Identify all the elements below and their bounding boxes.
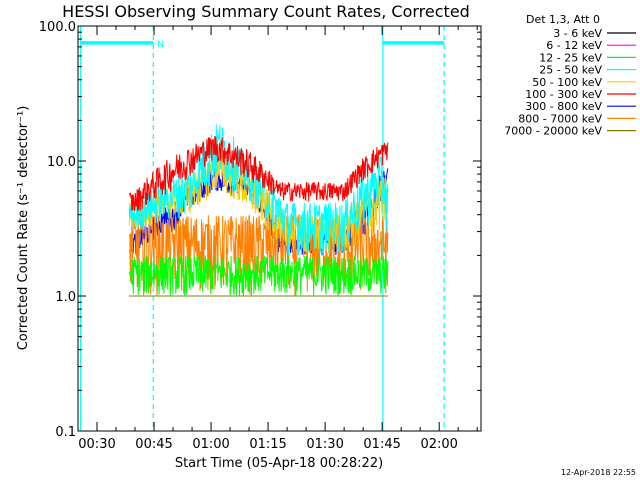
legend-label: 12 - 25 keV: [539, 51, 602, 64]
x-tick-label: 01:30: [306, 437, 343, 452]
x-tick-label: 00:45: [135, 437, 172, 452]
timestamp-label: 12-Apr-2018 22:55: [561, 468, 636, 477]
x-tick-label: 00:30: [78, 437, 115, 452]
indicator-bar-label: N: [157, 40, 164, 50]
x-axis-label: Start Time (05-Apr-18 00:28:22): [175, 456, 383, 471]
x-tick-label: 02:00: [420, 437, 457, 452]
plot-area: N: [80, 26, 445, 431]
y-tick-label: 1.0: [55, 290, 76, 305]
y-tick-label: 10.0: [47, 155, 76, 170]
legend-label: 100 - 300 keV: [525, 88, 602, 101]
x-tick-label: 01:15: [249, 437, 286, 452]
y-tick-label: 100.0: [39, 20, 76, 35]
x-tick-label: 01:00: [192, 437, 229, 452]
x-tick-label: 01:45: [363, 437, 400, 452]
series-trace: [128, 255, 389, 296]
plot-frame: [77, 25, 482, 432]
series-trace: [128, 135, 389, 212]
chart-title: HESSI Observing Summary Count Rates, Cor…: [62, 2, 470, 21]
legend-label: 50 - 100 keV: [532, 76, 602, 89]
legend-label: 800 - 7000 keV: [518, 112, 602, 125]
legend-title: Det 1,3, Att 0: [526, 13, 600, 26]
legend-label: 3 - 6 keV: [553, 27, 602, 40]
legend-label: 25 - 50 keV: [539, 64, 602, 77]
y-axis-label: Corrected Count Rate (s⁻¹ detector⁻¹): [16, 106, 31, 351]
axes: 0.1 1.0 10.0 100.0 00:30 00:45 01:00 01:15 01:30…: [39, 20, 481, 452]
series-trace: [128, 124, 389, 256]
legend-label: 300 - 800 keV: [525, 100, 602, 113]
legend-label: 6 - 12 keV: [546, 39, 602, 52]
y-tick-label: 0.1: [55, 425, 76, 440]
legend-label: 7000 - 20000 keV: [504, 125, 602, 138]
